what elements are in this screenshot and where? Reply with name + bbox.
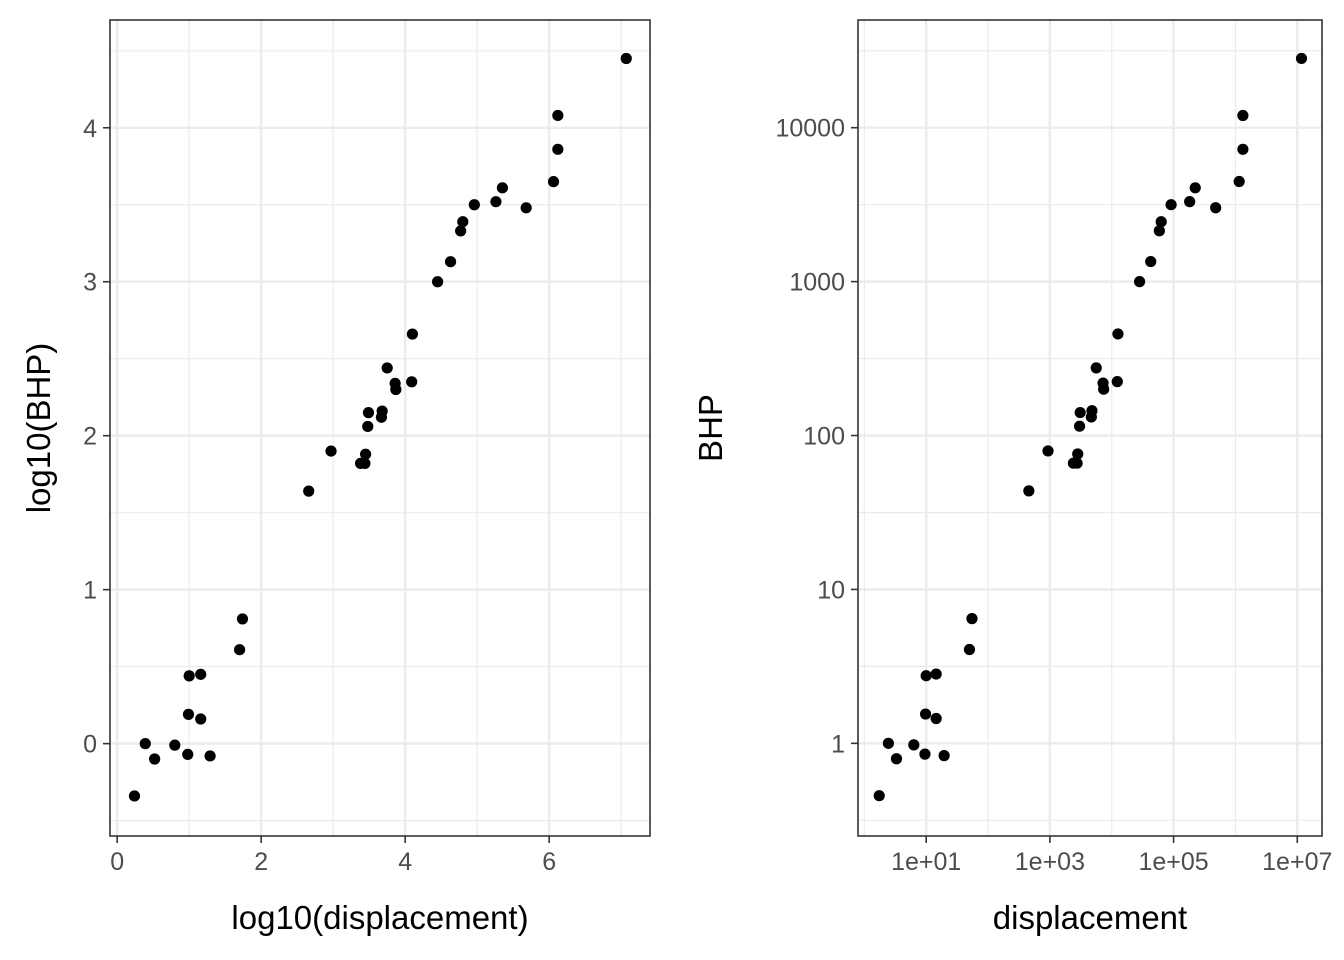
data-point [432,276,444,288]
left-panel: 0 2 4 6 0 1 2 3 4 log10(displacement) log10(BHP) [20,19,651,936]
data-point [966,613,978,625]
data-point [930,712,942,725]
data-point [490,196,502,208]
data-point [1155,216,1167,228]
data-point [547,176,560,188]
data-point [919,748,931,760]
y-tick-label: 1 [83,577,97,605]
data-point [381,362,393,374]
x-tick-label: 1e+01 [891,848,961,876]
data-point [362,407,375,419]
data-point [1210,202,1222,214]
data-point [1165,199,1177,211]
data-point [360,448,372,460]
data-point [908,739,920,751]
x-axis-title: log10(displacement) [231,899,528,936]
y-tick-label: 4 [83,115,97,143]
data-point [1072,448,1084,460]
data-point [963,643,976,656]
x-tick-label: 2 [254,848,268,876]
data-point [1074,406,1086,419]
data-point [1189,182,1201,194]
data-point [1073,420,1086,432]
data-point [1098,383,1110,395]
data-point [149,753,161,765]
x-tick-label: 6 [542,848,556,876]
data-point [362,420,374,433]
data-point [1237,109,1249,122]
y-tick-label: 0 [83,731,97,759]
data-point [930,668,942,680]
data-point [1090,362,1102,374]
data-point [552,143,564,155]
y-tick-label: 1 [831,730,845,758]
data-point [496,182,508,194]
data-point [195,713,207,725]
data-point [457,216,469,228]
data-point [938,750,950,762]
data-point [406,376,418,388]
data-point [1133,276,1146,288]
x-axis-title: displacement [993,899,1187,936]
data-point [325,445,337,457]
data-point [1233,175,1245,188]
data-point [234,644,246,656]
data-point [236,613,249,625]
y-axis-title: log10(BHP) [20,343,57,514]
y-tick-label: 100 [803,423,845,451]
data-point [890,753,903,765]
panel-border [857,19,1323,837]
x-tick-label: 1e+05 [1138,848,1208,876]
data-point [873,790,885,802]
data-point [1112,328,1124,340]
y-tick-label: 3 [83,269,97,297]
data-point [390,383,402,396]
data-point [1237,143,1249,155]
x-tick-label: 4 [398,848,412,876]
panel-background [110,20,650,836]
right-panel: 1e+01 1e+03 1e+05 1e+07 1 10 100 1000 10000 displ… [692,19,1332,936]
data-point [520,202,532,214]
data-point [1145,255,1157,268]
data-point [128,790,141,802]
data-point [552,109,564,122]
data-point [1071,457,1083,469]
y-tick-label: 10 [817,576,845,604]
y-axis-title: BHP [692,394,729,462]
data-point [182,708,195,720]
data-point [195,668,207,680]
data-point [1086,405,1098,417]
data-point [919,708,932,720]
data-point [204,750,216,762]
data-point [468,199,480,211]
data-point [359,457,371,470]
data-point [1184,196,1196,208]
y-tick-label: 10000 [775,115,845,143]
data-point [1023,485,1035,497]
y-tick-label: 2 [83,423,97,451]
data-point [406,328,418,340]
data-point [620,52,632,65]
x-tick-label: 0 [110,848,124,876]
data-point [303,485,315,497]
data-point [376,405,388,417]
data-point [455,225,467,237]
data-point [169,739,181,751]
data-point [183,670,195,682]
data-point [182,748,194,761]
data-point [1295,52,1308,65]
panel-border [109,19,651,837]
data-point [1111,376,1123,388]
data-point [1042,445,1054,457]
x-tick-label: 1e+07 [1262,848,1332,876]
y-tick-label: 1000 [789,269,845,297]
data-point [882,737,895,749]
data-point [920,670,932,682]
data-point [1153,225,1165,237]
x-tick-label: 1e+03 [1015,848,1085,876]
panel-background [858,20,1322,836]
data-point [444,256,457,268]
data-point [139,738,151,750]
